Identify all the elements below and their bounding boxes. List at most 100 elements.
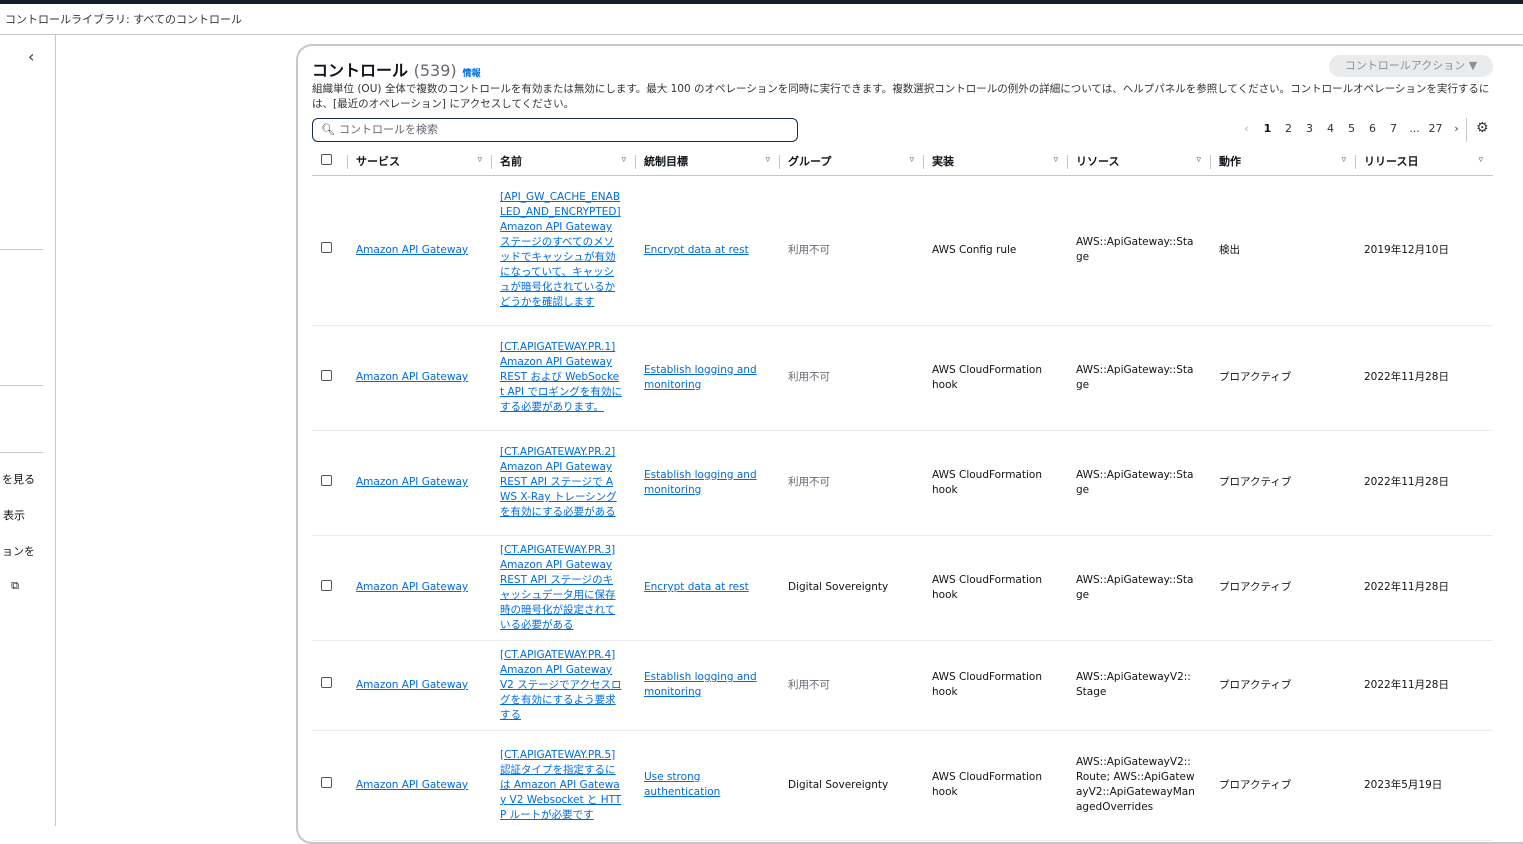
- sort-icon[interactable]: ▿: [621, 155, 626, 165]
- sidebar-link[interactable]: ョンを: [2, 545, 35, 558]
- external-link-icon: ⧉: [11, 579, 19, 592]
- objective-link[interactable]: Encrypt data at rest: [644, 243, 749, 256]
- table-row: Amazon API Gateway [CT.APIGATEWAY.PR.4] …: [312, 640, 1493, 731]
- table-header: サービス ▿ 名前 ▿ 統制目標 ▿ グループ ▿ 実装 ▿ リソース ▿ 動作 ▿ リリース日 ▿: [312, 147, 1493, 176]
- release-date-cell: 2022年11月28日: [1356, 535, 1493, 641]
- service-link[interactable]: Amazon API Gateway: [356, 243, 469, 256]
- behavior-cell: プロアクティブ: [1211, 730, 1356, 841]
- column-header[interactable]: グループ ▿: [780, 147, 924, 176]
- behavior-cell: プロアクティブ: [1211, 325, 1356, 431]
- service-cell: Amazon API Gateway: [348, 430, 492, 536]
- name-cell: [CT.APIGATEWAY.PR.3] Amazon API Gateway …: [492, 535, 636, 641]
- resource-cell: AWS::ApiGateway::Stage: [1068, 535, 1211, 641]
- resource-cell: AWS::ApiGatewayV2::Stage: [1068, 640, 1211, 731]
- implementation-cell: AWS CloudFormation hook: [924, 430, 1068, 536]
- select-cell: [312, 430, 348, 536]
- row-checkbox[interactable]: [321, 474, 332, 486]
- select-all-checkbox[interactable]: [321, 153, 332, 165]
- sort-icon[interactable]: ▿: [1053, 155, 1058, 165]
- release-date-cell: 2019年12月10日: [1356, 175, 1493, 326]
- behavior-cell: 検出: [1211, 175, 1356, 326]
- objective-link[interactable]: Use strong authentication: [644, 771, 721, 798]
- table-row: Amazon API Gateway [CT.APIGATEWAY.PR.5] …: [312, 730, 1493, 841]
- divider: [0, 385, 43, 386]
- column-header[interactable]: 動作 ▿: [1211, 147, 1356, 176]
- column-label: 名前: [500, 154, 522, 168]
- row-checkbox[interactable]: [321, 579, 332, 591]
- control-name-link[interactable]: [CT.APIGATEWAY.PR.3] Amazon API Gateway …: [500, 543, 616, 631]
- implementation-cell: AWS CloudFormation hook: [924, 325, 1068, 431]
- group-cell: 利用不可: [780, 640, 924, 731]
- gear-icon[interactable]: ⚙: [1476, 120, 1489, 136]
- page-27[interactable]: 27: [1428, 122, 1443, 135]
- search-placeholder: コントロールを検索: [339, 123, 438, 136]
- page-2[interactable]: 2: [1285, 122, 1292, 135]
- controls-table: サービス ▿ 名前 ▿ 統制目標 ▿ グループ ▿ 実装 ▿ リソース ▿ 動作 ▿ リリース日 ▿ Amaz…: [312, 147, 1493, 841]
- page-5[interactable]: 5: [1348, 122, 1355, 135]
- prev-page-icon[interactable]: ‹: [1244, 122, 1249, 135]
- service-link[interactable]: Amazon API Gateway: [356, 581, 469, 593]
- service-link[interactable]: Amazon API Gateway: [356, 371, 469, 383]
- behavior-cell: プロアクティブ: [1211, 430, 1356, 536]
- column-header[interactable]: 統制目標 ▿: [636, 147, 780, 176]
- sort-icon[interactable]: ▿: [477, 155, 482, 165]
- control-name-link[interactable]: [CT.APIGATEWAY.PR.1] Amazon API Gateway …: [500, 341, 622, 413]
- page-4[interactable]: 4: [1327, 122, 1334, 135]
- select-cell: [312, 535, 348, 641]
- objective-cell: Establish logging and monitoring: [636, 325, 780, 431]
- page-7[interactable]: 7: [1390, 122, 1397, 135]
- page-3[interactable]: 3: [1306, 122, 1313, 135]
- column-header[interactable]: リリース日 ▿: [1356, 147, 1493, 176]
- page-title: コントロール (539) 情報: [312, 57, 481, 81]
- info-link[interactable]: 情報: [462, 69, 481, 79]
- control-actions-button[interactable]: コントロールアクション ▼: [1329, 55, 1493, 77]
- table-row: Amazon API Gateway [CT.APIGATEWAY.PR.3] …: [312, 535, 1493, 641]
- objective-link[interactable]: Encrypt data at rest: [644, 581, 749, 593]
- group-cell: Digital Sovereignty: [780, 535, 924, 641]
- divider: [0, 34, 1523, 35]
- objective-link[interactable]: Establish logging and monitoring: [644, 671, 757, 698]
- column-label: 実装: [932, 154, 954, 168]
- search-input[interactable]: 🔍︎ コントロールを検索: [312, 118, 798, 142]
- sidebar-link[interactable]: 表示: [3, 509, 25, 522]
- column-header[interactable]: サービス ▿: [348, 147, 492, 176]
- control-name-link[interactable]: [API_GW_CACHE_ENABLED_AND_ENCRYPTED] Ama…: [500, 191, 621, 308]
- behavior-cell: プロアクティブ: [1211, 640, 1356, 731]
- next-page-icon[interactable]: ›: [1454, 122, 1459, 135]
- select-cell: [312, 325, 348, 431]
- page-6[interactable]: 6: [1369, 122, 1376, 135]
- resource-cell: AWS::ApiGateway::Stage: [1068, 175, 1211, 326]
- sort-icon[interactable]: ▿: [1341, 155, 1346, 165]
- sidebar-link-external[interactable]: ⧉: [11, 579, 19, 593]
- sidebar-link[interactable]: を見る: [2, 473, 35, 486]
- sidebar: ‹ を見る 表示 ョンを ⧉: [0, 35, 56, 826]
- sort-icon[interactable]: ▿: [1478, 155, 1483, 165]
- objective-link[interactable]: Establish logging and monitoring: [644, 468, 757, 496]
- objective-link[interactable]: Establish logging and monitoring: [644, 363, 757, 391]
- sort-icon[interactable]: ▿: [909, 155, 914, 165]
- control-name-link[interactable]: [CT.APIGATEWAY.PR.5] 認証タイプを指定するには Amazon…: [500, 748, 622, 821]
- row-checkbox[interactable]: [321, 369, 332, 381]
- control-name-link[interactable]: [CT.APIGATEWAY.PR.2] Amazon API Gateway …: [500, 446, 617, 518]
- row-checkbox[interactable]: [321, 242, 332, 253]
- sort-icon[interactable]: ▿: [1196, 155, 1201, 165]
- sort-icon[interactable]: ▿: [765, 155, 770, 165]
- column-header[interactable]: 実装 ▿: [924, 147, 1068, 176]
- behavior-cell: プロアクティブ: [1211, 535, 1356, 641]
- service-link[interactable]: Amazon API Gateway: [356, 778, 469, 791]
- breadcrumb: コントロールライブラリ: すべてのコントロール: [5, 13, 242, 26]
- row-checkbox[interactable]: [321, 777, 332, 788]
- divider: [0, 249, 43, 250]
- service-cell: Amazon API Gateway: [348, 535, 492, 641]
- service-link[interactable]: Amazon API Gateway: [356, 678, 469, 691]
- column-header[interactable]: 名前 ▿: [492, 147, 636, 176]
- column-header[interactable]: リソース ▿: [1068, 147, 1211, 176]
- collapse-chevron-icon[interactable]: ‹: [28, 47, 35, 66]
- column-label: 動作: [1219, 154, 1241, 168]
- control-name-link[interactable]: [CT.APIGATEWAY.PR.4] Amazon API Gateway …: [500, 648, 622, 721]
- table-row: Amazon API Gateway [API_GW_CACHE_ENABLED…: [312, 175, 1493, 326]
- page-ellipsis: ...: [1409, 122, 1420, 135]
- row-checkbox[interactable]: [321, 677, 332, 688]
- page-1[interactable]: 1: [1263, 122, 1272, 135]
- service-link[interactable]: Amazon API Gateway: [356, 476, 469, 488]
